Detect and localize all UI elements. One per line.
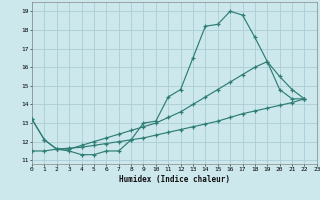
- X-axis label: Humidex (Indice chaleur): Humidex (Indice chaleur): [119, 175, 230, 184]
